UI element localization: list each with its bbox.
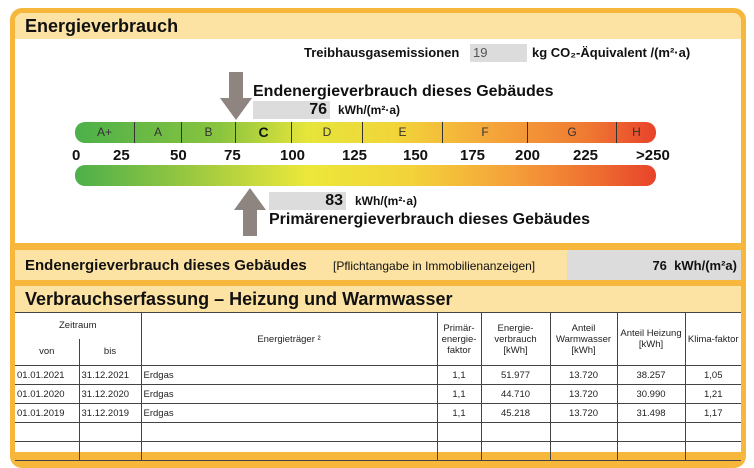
- table-cell: 30.990: [616, 384, 686, 404]
- scale-tick: >250: [636, 147, 670, 164]
- class-aplus: A+: [75, 122, 135, 143]
- summary-unit: kWh/(m²a): [674, 258, 737, 273]
- class-e: E: [363, 122, 443, 143]
- col-pef: Primär-energie-faktor: [436, 312, 482, 366]
- table-cell: 38.257: [616, 365, 686, 385]
- primary-energy-label: Primärenergieverbrauch dieses Gebäudes: [269, 211, 591, 228]
- summary-note: [Pflichtangabe in Immobilienanzeigen]: [333, 259, 536, 273]
- table-cell: 01.01.2019: [15, 403, 80, 423]
- table-cell: Erdgas: [140, 365, 438, 385]
- class-c: C: [236, 122, 292, 143]
- table-cell: 01.01.2021: [15, 365, 80, 385]
- table-cell: [78, 422, 142, 442]
- table-cell: Erdgas: [140, 403, 438, 423]
- ghg-label: Treibhausgasemissionen: [304, 45, 460, 60]
- consumption-table: Zeitraum Energieträger ² Primär-energie-…: [15, 312, 741, 461]
- table-cell: [549, 422, 618, 442]
- arrow-down-icon: [220, 72, 252, 120]
- table-cell: 31.12.2021: [78, 365, 142, 385]
- col-kf: Klima-faktor: [684, 312, 741, 366]
- table-cell: [684, 422, 741, 442]
- table-cell: [684, 441, 741, 461]
- class-g: G: [528, 122, 617, 143]
- section2-title: Verbrauchserfassung – Heizung und Warmwa…: [15, 286, 741, 312]
- table-cell: [480, 422, 551, 442]
- end-energy-label: Endenergieverbrauch dieses Gebäudes: [253, 83, 554, 100]
- scale-tick: 125: [342, 147, 368, 164]
- consumption-table-wrap: Zeitraum Energieträger ² Primär-energie-…: [15, 312, 741, 461]
- scale-tick: 100: [280, 147, 306, 164]
- summary-value: 76 kWh/(m²a): [567, 250, 741, 280]
- class-f: F: [443, 122, 528, 143]
- table-cell: 31.12.2019: [78, 403, 142, 423]
- class-a: A: [135, 122, 182, 143]
- table-cell: [480, 441, 551, 461]
- energy-gradient-bar: [75, 165, 656, 186]
- table-cell: 13.720: [549, 365, 618, 385]
- end-energy-unit: kWh/(m²·a): [338, 103, 400, 117]
- section-title: Energieverbrauch: [15, 13, 741, 39]
- table-cell: 13.720: [549, 403, 618, 423]
- table-cell: 45.218: [480, 403, 551, 423]
- ghg-unit: kg CO₂-Äquivalent /(m²·a): [532, 45, 691, 60]
- table-cell: [436, 422, 482, 442]
- summary-number: 76: [652, 258, 667, 273]
- class-d: D: [292, 122, 363, 143]
- scale-tick: 175: [460, 147, 486, 164]
- table-cell: 31.12.2020: [78, 384, 142, 404]
- table-cell: 1,1: [436, 384, 482, 404]
- end-energy-value: 76: [253, 101, 330, 119]
- table-cell: Erdgas: [140, 384, 438, 404]
- table-cell: 1,1: [436, 403, 482, 423]
- table-cell: [616, 441, 686, 461]
- scale-tick: 25: [113, 147, 130, 164]
- scale-tick: 225: [573, 147, 599, 164]
- table-row: [15, 422, 741, 442]
- table-cell: 51.977: [480, 365, 551, 385]
- table-cell: 13.720: [549, 384, 618, 404]
- table-cell: 1,21: [684, 384, 741, 404]
- scale-tick: 200: [515, 147, 541, 164]
- scale-tick: 50: [170, 147, 187, 164]
- class-b: B: [182, 122, 236, 143]
- col-bis: bis: [78, 338, 142, 366]
- summary-band: Endenergieverbrauch dieses Gebäudes [Pfl…: [15, 250, 741, 280]
- table-cell: [140, 441, 438, 461]
- table-cell: [436, 441, 482, 461]
- table-cell: 01.01.2020: [15, 384, 80, 404]
- summary-label: Endenergieverbrauch dieses Gebäudes: [25, 257, 307, 274]
- class-h: H: [632, 125, 641, 139]
- col-zeitraum: Zeitraum: [15, 312, 142, 339]
- table-cell: [549, 441, 618, 461]
- table-cell: [15, 441, 80, 461]
- table-row: 01.01.2019 31.12.2019 Erdgas 1,1 45.218 13.72…: [15, 403, 741, 423]
- efficiency-class-scale: A+ A B C D E F G H: [75, 122, 656, 143]
- table-row: [15, 441, 741, 461]
- col-hz: Anteil Heizung [kWh]: [616, 312, 686, 366]
- table-cell: 1,05: [684, 365, 741, 385]
- col-ww: Anteil Warmwasser [kWh]: [549, 312, 618, 366]
- col-ev: Energie-verbrauch [kWh]: [480, 312, 551, 366]
- col-von: von: [15, 338, 80, 366]
- primary-energy-unit: kWh/(m²·a): [355, 194, 417, 208]
- scale-tick: 75: [224, 147, 241, 164]
- table-row: 01.01.2021 31.12.2021 Erdgas 1,1 51.977 13.72…: [15, 365, 741, 385]
- col-traeger: Energieträger ²: [140, 312, 438, 366]
- ghg-value: 19: [470, 44, 527, 62]
- table-cell: 44.710: [480, 384, 551, 404]
- table-cell: 1,17: [684, 403, 741, 423]
- table-cell: [78, 441, 142, 461]
- scale-tick: 0: [72, 147, 81, 164]
- table-cell: [15, 422, 80, 442]
- table-cell: [140, 422, 438, 442]
- table-row: 01.01.2020 31.12.2020 Erdgas 1,1 44.710 13.72…: [15, 384, 741, 404]
- scale-tick: 150: [403, 147, 429, 164]
- arrow-up-icon: [234, 188, 266, 236]
- table-cell: 1,1: [436, 365, 482, 385]
- table-cell: [616, 422, 686, 442]
- primary-energy-value: 83: [269, 192, 346, 210]
- table-cell: 31.498: [616, 403, 686, 423]
